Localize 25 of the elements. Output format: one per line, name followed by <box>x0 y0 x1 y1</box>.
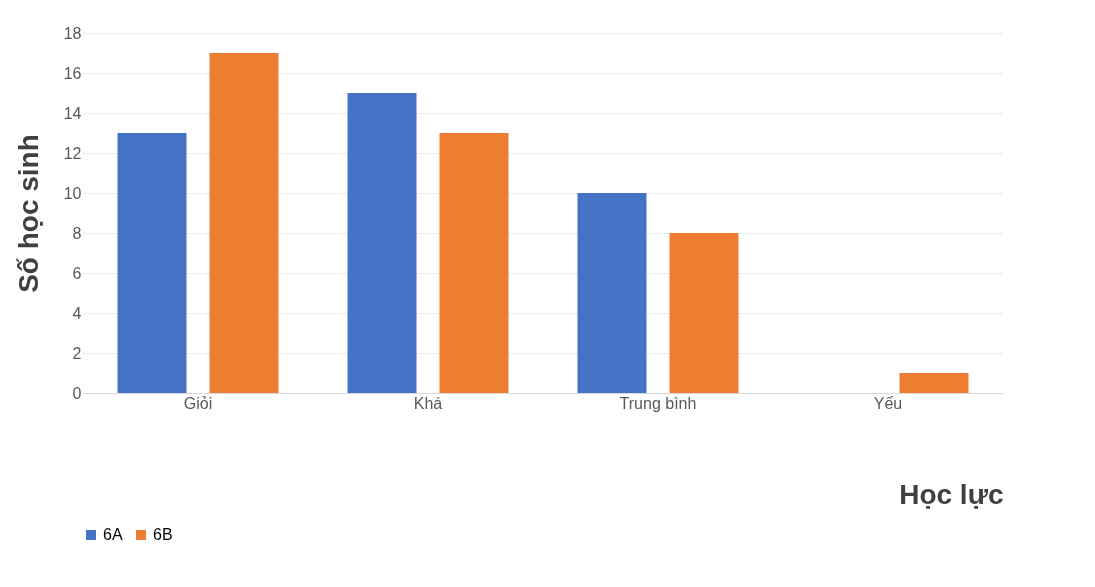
x-tick-label: Yếu <box>873 394 903 412</box>
y-tick-label: 12 <box>63 144 82 162</box>
y-tick-label: 16 <box>63 64 82 82</box>
bar <box>899 373 969 393</box>
legend-label: 6A <box>103 526 123 543</box>
bar <box>209 53 279 393</box>
bar <box>669 233 739 393</box>
y-tick-label: 6 <box>72 264 82 282</box>
y-tick-label: 0 <box>72 384 82 402</box>
bar <box>117 133 187 393</box>
y-tick-label: 2 <box>72 344 82 362</box>
bar <box>439 133 509 393</box>
y-tick-label: 4 <box>72 304 82 322</box>
legend-label: 6B <box>153 526 173 543</box>
bar <box>347 93 417 393</box>
x-tick-label: Trung bình <box>619 394 697 412</box>
y-axis-title: Số học sinh <box>12 134 44 293</box>
y-tick-label: 10 <box>63 184 82 202</box>
x-axis-title: Học lực <box>899 478 1004 510</box>
y-tick-label: 14 <box>63 104 82 122</box>
bar <box>577 193 647 393</box>
y-tick-label: 18 <box>63 24 82 42</box>
x-tick-label: Khá <box>413 394 443 412</box>
x-tick-label: Giỏi <box>183 394 213 412</box>
y-tick-label: 8 <box>72 224 82 242</box>
